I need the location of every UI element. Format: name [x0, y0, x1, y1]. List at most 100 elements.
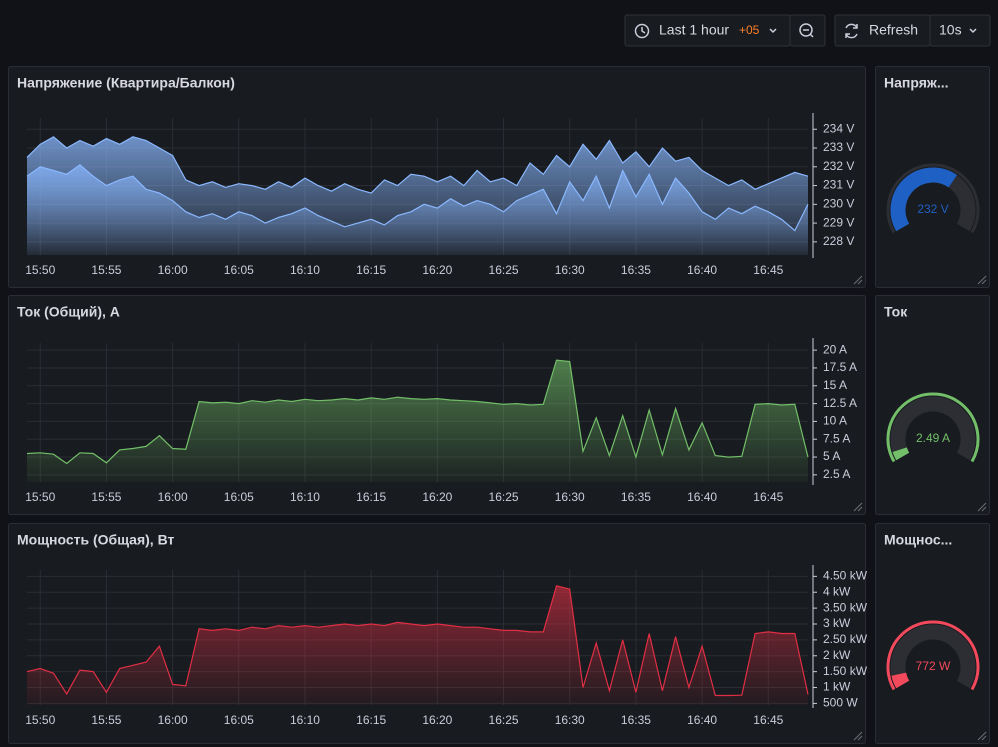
interval[interactable]: 10s [939, 22, 962, 38]
zoom-icon [799, 23, 813, 37]
x-tick-label: 16:00 [158, 713, 188, 727]
x-tick-label: 15:55 [91, 490, 121, 504]
x-tick-label: 16:45 [753, 713, 783, 727]
x-tick-label: 15:55 [91, 263, 121, 277]
y-tick-label: 1 kW [823, 680, 851, 694]
x-tick-label: 16:20 [422, 490, 452, 504]
y-tick-label: 229 V [823, 215, 854, 229]
x-tick-label: 16:45 [753, 263, 783, 277]
resize-handle [977, 502, 987, 512]
gauge-threshold [886, 163, 980, 234]
y-tick-label: 233 V [823, 140, 854, 154]
x-tick-label: 16:00 [158, 263, 188, 277]
gauge-title: Напряж... [884, 75, 948, 91]
x-tick-label: 16:25 [489, 713, 519, 727]
y-tick-label: 234 V [823, 121, 854, 135]
x-tick-label: 16:10 [290, 490, 320, 504]
refresh-icon [845, 23, 858, 39]
x-tick-label: 16:35 [621, 263, 651, 277]
y-tick-label: 2 kW [823, 648, 851, 662]
x-tick-label: 15:50 [25, 263, 55, 277]
clock-icon [634, 23, 650, 39]
refresh-label[interactable]: Refresh [869, 22, 918, 38]
timezone: +05 [739, 23, 760, 37]
resize-handle [977, 275, 987, 285]
y-tick-label: 5 A [823, 449, 840, 463]
panel-title: Ток (Общий), A [17, 304, 120, 320]
resize-handle [853, 502, 863, 512]
chevron [769, 28, 777, 34]
x-tick-label: 15:55 [91, 713, 121, 727]
toolbar: Last 1 hour +05 Refresh 10s [624, 14, 991, 47]
x-tick-label: 16:20 [422, 713, 452, 727]
interval-picker[interactable] [929, 14, 991, 47]
x-tick-label: 16:15 [356, 263, 386, 277]
x-tick-label: 16:10 [290, 263, 320, 277]
gauge-track [890, 396, 976, 461]
panel-title: Напряжение (Квартира/Балкон) [17, 75, 235, 91]
y-tick-label: 228 V [823, 234, 854, 248]
y-tick-label: 3.50 kW [823, 600, 868, 614]
x-tick-label: 16:15 [356, 490, 386, 504]
gauge-value [890, 167, 958, 232]
y-tick-label: 12.5 A [823, 396, 857, 410]
y-tick-label: 231 V [823, 178, 854, 192]
x-tick-label: 16:05 [224, 263, 254, 277]
x-tick-label: 16:25 [489, 263, 519, 277]
clock-hand [641, 27, 646, 34]
resize-handle [853, 731, 863, 741]
time-range[interactable]: Last 1 hour [659, 22, 729, 38]
x-tick-label: 16:20 [422, 263, 452, 277]
y-tick-label: 7.5 A [823, 431, 850, 445]
gauge-threshold [886, 620, 980, 691]
y-tick-label: 1.50 kW [823, 664, 868, 678]
gauge-title: Ток [884, 304, 908, 320]
area-fill [27, 360, 808, 482]
panel-title: Мощность (Общая), Вт [17, 532, 174, 548]
x-tick-label: 16:30 [555, 713, 585, 727]
x-tick-label: 16:40 [687, 713, 717, 727]
x-tick-label: 16:05 [224, 490, 254, 504]
gauge-title: Мощнос... [884, 532, 952, 548]
gauge-track [890, 624, 976, 689]
y-tick-label: 4.50 kW [823, 569, 868, 583]
area-fill [27, 164, 808, 255]
area-fill [27, 585, 808, 705]
y-tick-label: 15 A [823, 378, 847, 392]
gauge-value [891, 672, 910, 689]
gauge-threshold [886, 392, 980, 463]
y-tick-label: 17.5 A [823, 360, 857, 374]
x-tick-label: 16:15 [356, 713, 386, 727]
x-tick-label: 16:30 [555, 263, 585, 277]
y-tick-label: 232 V [823, 159, 854, 173]
series-line [26, 136, 809, 194]
series-line [26, 585, 809, 697]
y-tick-label: 230 V [823, 197, 854, 211]
gauge-label: 232 V [917, 202, 948, 216]
x-tick-label: 16:00 [158, 490, 188, 504]
x-tick-label: 16:30 [555, 490, 585, 504]
zoom-icon-lines [803, 29, 814, 38]
y-tick-label: 2.5 A [823, 467, 850, 481]
x-tick-label: 16:45 [753, 490, 783, 504]
series-line [26, 359, 809, 465]
chevron [969, 28, 977, 34]
resize-handle [853, 275, 863, 285]
x-tick-label: 16:25 [489, 490, 519, 504]
y-tick-label: 10 A [823, 414, 847, 428]
x-tick-label: 16:40 [687, 263, 717, 277]
y-tick-label: 3 kW [823, 616, 851, 630]
x-tick-label: 16:10 [290, 713, 320, 727]
x-tick-label: 16:05 [224, 713, 254, 727]
x-tick-label: 15:50 [25, 490, 55, 504]
series-line [26, 164, 809, 232]
x-tick-label: 16:35 [621, 713, 651, 727]
gauge-value [892, 447, 910, 461]
x-tick-label: 16:35 [621, 490, 651, 504]
gauge-label: 772 W [916, 659, 951, 673]
gauge-label: 2.49 A [916, 431, 950, 445]
y-tick-label: 20 A [823, 342, 847, 356]
y-tick-label: 4 kW [823, 584, 851, 598]
